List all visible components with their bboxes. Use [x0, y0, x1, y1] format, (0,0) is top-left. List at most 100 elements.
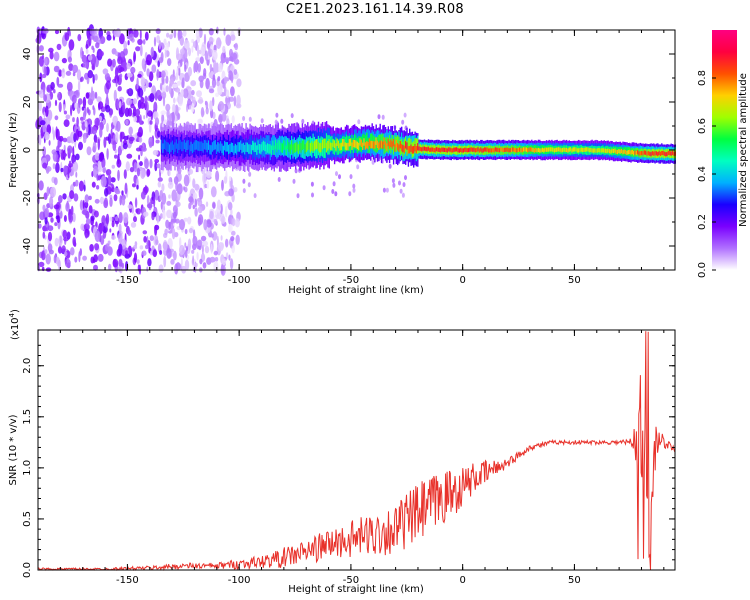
- spectrogram-ridge-cell: [219, 141, 222, 151]
- spectrogram-ridge-cell: [584, 147, 587, 152]
- spectrogram-noise-cell: [84, 194, 90, 203]
- spectrogram-ridge-cell: [671, 150, 674, 155]
- spectrogram-noise-cell: [187, 238, 192, 251]
- spectrogram-noise-cell: [208, 28, 214, 36]
- x-tick-label: -150: [116, 275, 139, 286]
- spectrogram-noise-cell: [277, 177, 281, 182]
- spectrogram-noise-cell: [161, 192, 167, 205]
- spectrogram-noise-cell: [385, 187, 389, 193]
- spectrogram-ridge-cell: [301, 140, 304, 151]
- spectrogram-noise-cell: [184, 249, 188, 258]
- spectrogram-noise-cell: [177, 29, 181, 41]
- spectrogram-ridge-cell: [293, 143, 296, 153]
- spectrogram-noise-cell: [91, 181, 96, 188]
- spectrogram-ridge-cell: [281, 143, 283, 153]
- spectrogram-noise-cell: [140, 168, 146, 179]
- spectrogram-ridge-cell: [390, 139, 392, 147]
- spectrogram-noise-cell: [196, 35, 201, 43]
- spectrogram-ridge-cell: [350, 138, 352, 146]
- spectrogram-noise-cell: [119, 195, 122, 206]
- spectrogram-ridge-cell: [567, 148, 569, 153]
- spectrogram-ridge-cell: [197, 141, 199, 151]
- spectrogram-ridge-cell: [635, 150, 638, 156]
- spectrogram-ridge-cell: [160, 139, 163, 150]
- spectrogram-noise-cell: [356, 164, 360, 170]
- spectrogram-noise-cell: [50, 81, 55, 90]
- spectrogram-noise-cell: [181, 77, 185, 89]
- spectrogram-noise-cell: [191, 249, 195, 254]
- spectrogram-noise-cell: [81, 54, 87, 64]
- spectrogram-noise-cell: [137, 73, 142, 78]
- spectrogram-noise-cell: [128, 89, 131, 94]
- spectrogram-noise-cell: [139, 114, 142, 125]
- spectrogram-noise-cell: [225, 205, 228, 218]
- spectrogram-ridge-cell: [612, 148, 615, 154]
- spectrogram-ridge-cell: [222, 145, 224, 156]
- spectrogram-ridge-cell: [383, 137, 385, 145]
- spectrogram-noise-cell: [116, 248, 122, 257]
- spectrogram-noise-cell: [127, 204, 133, 209]
- spectrogram-ridge-cell: [504, 147, 506, 152]
- spectrogram-noise-cell: [122, 142, 128, 150]
- spectrogram-ridge-cell: [578, 148, 580, 153]
- spectrogram-noise-cell: [118, 212, 123, 224]
- spectrogram-ridge-cell: [278, 140, 281, 150]
- spectrogram-noise-cell: [127, 229, 132, 236]
- spectrogram-noise-cell: [86, 106, 89, 114]
- spectrogram-noise-cell: [61, 245, 66, 254]
- spectrogram-noise-cell: [193, 62, 196, 74]
- spectrogram-noise-cell: [38, 134, 42, 146]
- spectrogram-noise-cell: [100, 221, 105, 231]
- spectrogram-ridge-cell: [327, 141, 329, 151]
- spectrogram-noise-cell: [75, 171, 78, 178]
- spectrogram-ridge-cell: [363, 138, 365, 146]
- spectrogram-noise-cell: [56, 76, 60, 86]
- spectrogram-ridge-cell: [477, 147, 479, 152]
- spectrogram-noise-cell: [119, 33, 125, 45]
- spectrogram-noise-cell: [64, 258, 71, 268]
- spectrogram-ridge-cell: [590, 147, 592, 153]
- spectrogram-ridge-cell: [557, 147, 560, 152]
- spectrogram-noise-cell: [58, 135, 64, 142]
- spectrogram-noise-cell: [145, 244, 149, 250]
- spectrogram-x-ticks: -150 -100 -50 0 50: [37, 30, 665, 286]
- spectrogram-noise-cell: [68, 30, 71, 37]
- spectrogram-ridge-cell: [329, 142, 332, 150]
- spectrogram-ridge-cell: [368, 138, 371, 146]
- spectrogram-noise-cell: [191, 38, 195, 44]
- spectrogram-noise-cell: [99, 126, 103, 138]
- snr-y-axis-label: SNR (10 * v/v): [8, 414, 19, 485]
- spectrogram-noise-cell: [48, 249, 54, 255]
- spectrogram-noise-cell: [42, 162, 48, 169]
- spectrogram-noise-cell: [87, 70, 94, 79]
- spectrogram-ridge-cell: [422, 146, 424, 151]
- spectrogram-noise-cell: [105, 104, 111, 113]
- spectrogram-noise-cell: [40, 120, 46, 126]
- spectrogram-ridge-cell: [409, 146, 411, 154]
- spectrogram-noise-cell: [225, 238, 229, 248]
- spectrogram-ridge-cell: [397, 143, 399, 151]
- spectrogram-ridge-cell: [320, 142, 322, 153]
- spectrogram-noise-cell: [52, 151, 58, 162]
- spectrogram-noise-cell: [44, 207, 50, 219]
- spectrogram-noise-cell: [38, 101, 42, 112]
- spectrogram-noise-cell: [192, 204, 195, 210]
- spectrogram-y-axis-label: Frequency (Hz): [8, 112, 19, 188]
- spectrogram-noise-cell: [75, 128, 80, 141]
- spectrogram-noise-cell: [125, 161, 130, 172]
- spectrogram-ridge-cell: [476, 147, 478, 153]
- spectrogram-noise-cell: [125, 250, 128, 256]
- spectrogram-noise-cell: [194, 183, 200, 191]
- spectrogram-noise-cell: [214, 257, 219, 262]
- spectrogram-ridge-cell: [485, 147, 487, 152]
- spectrogram-ridge-cell: [630, 150, 632, 155]
- spectrogram-noise-cell: [210, 186, 217, 198]
- spectrogram-noise-cell: [135, 46, 141, 52]
- spectrogram-noise-cell: [223, 176, 228, 184]
- spectrogram-noise-cell: [117, 56, 123, 65]
- spectrogram-noise-cell: [83, 223, 90, 231]
- spectrogram-noise-cell: [54, 115, 59, 121]
- spectrogram-ridge-cell: [488, 148, 490, 153]
- spectrogram-ridge-cell: [564, 147, 566, 152]
- spectrogram-noise-cell: [348, 191, 352, 197]
